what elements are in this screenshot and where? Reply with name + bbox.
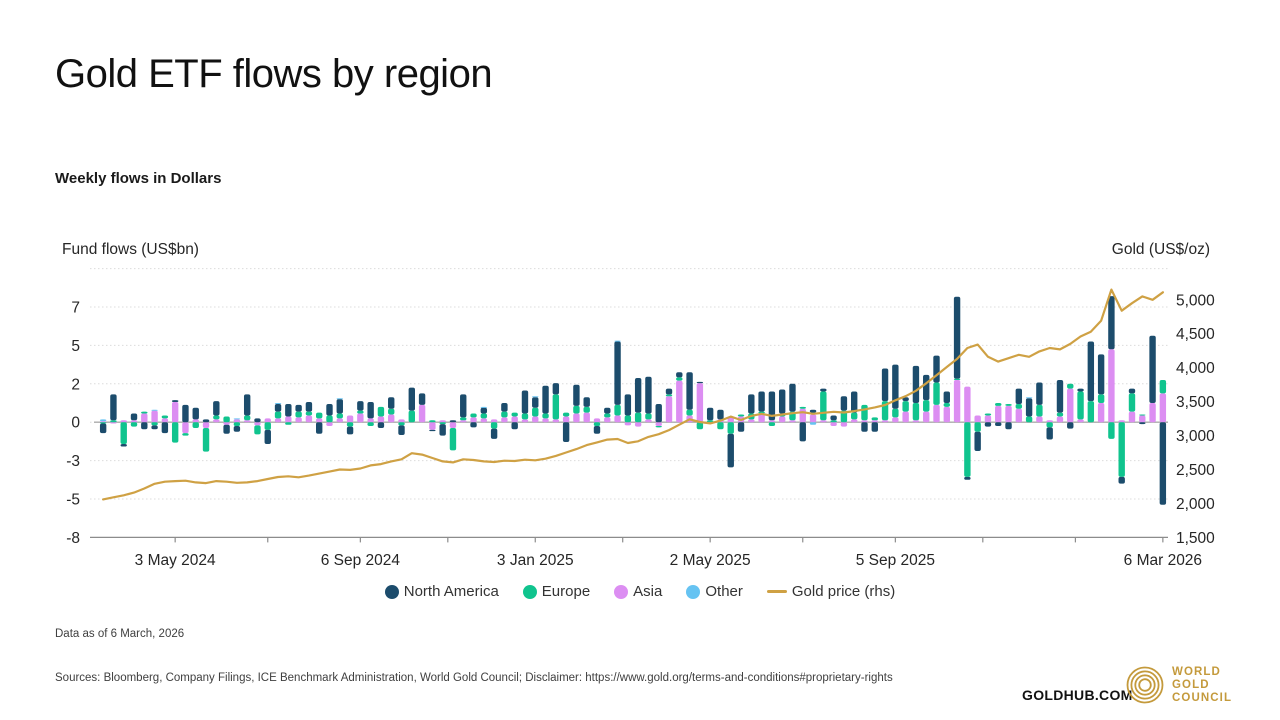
wgc-wordmark: WORLD GOLD COUNCIL [1172, 666, 1232, 705]
chart-subtitle: Weekly flows in Dollars [55, 170, 222, 187]
legend-label: Europe [541, 583, 591, 600]
svg-text:5: 5 [71, 338, 80, 355]
page-title: Gold ETF flows by region [55, 52, 493, 96]
world-gold-council-logo: WORLD GOLD COUNCIL [1125, 663, 1232, 707]
legend-item-north-america: North America [384, 583, 499, 600]
svg-text:Gold (US$/oz): Gold (US$/oz) [1112, 241, 1210, 258]
svg-text:6 Sep 2024: 6 Sep 2024 [321, 552, 401, 569]
svg-text:5,000: 5,000 [1176, 292, 1215, 309]
legend-label: Other [705, 583, 743, 600]
svg-text:3,500: 3,500 [1176, 394, 1215, 411]
chart-legend: North America Europe Asia Other Gold price (… [0, 583, 1280, 600]
svg-text:6 Mar 2026: 6 Mar 2026 [1124, 552, 1202, 569]
wgc-word-gold: GOLD [1172, 678, 1210, 691]
svg-text:5 Sep 2025: 5 Sep 2025 [856, 552, 935, 569]
svg-text:7: 7 [71, 300, 80, 317]
svg-text:Fund flows (US$bn): Fund flows (US$bn) [62, 241, 199, 258]
svg-text:3 Jan 2025: 3 Jan 2025 [497, 552, 574, 569]
svg-text:3 May 2024: 3 May 2024 [135, 552, 216, 569]
legend-dot-icon [384, 584, 399, 599]
svg-text:4,500: 4,500 [1176, 326, 1215, 343]
legend-dot-icon [614, 584, 629, 599]
legend-item-gold-price-rhs-: Gold price (rhs) [766, 583, 896, 600]
svg-text:-5: -5 [66, 492, 80, 509]
svg-text:2,500: 2,500 [1176, 462, 1215, 479]
svg-text:-3: -3 [66, 453, 80, 470]
legend-label: Asia [633, 583, 663, 600]
wgc-word-council: COUNCIL [1172, 691, 1233, 704]
goldhub-wordmark: GOLDHUB.COM [1022, 687, 1133, 703]
svg-text:2,000: 2,000 [1176, 496, 1215, 513]
data-as-of-note: Data as of 6 March, 2026 [55, 628, 185, 640]
legend-dot-icon [522, 584, 537, 599]
legend-dot-icon [686, 584, 701, 599]
legend-item-europe: Europe [522, 583, 591, 600]
sources-disclaimer: Sources: Bloomberg, Company Filings, ICE… [55, 672, 893, 684]
svg-text:4,000: 4,000 [1176, 360, 1215, 377]
svg-text:3,000: 3,000 [1176, 428, 1215, 445]
legend-item-asia: Asia [614, 583, 662, 600]
legend-line-swatch-icon [766, 590, 787, 593]
svg-text:-8: -8 [66, 530, 80, 547]
svg-text:0: 0 [71, 415, 80, 432]
wgc-rings-icon [1126, 666, 1164, 704]
svg-text:1,500: 1,500 [1176, 530, 1215, 547]
svg-text:2 May 2025: 2 May 2025 [670, 552, 751, 569]
legend-item-other: Other [686, 583, 743, 600]
svg-text:2: 2 [71, 376, 80, 393]
wgc-word-world: WORLD [1172, 665, 1221, 678]
legend-label: North America [403, 583, 499, 600]
legend-label: Gold price (rhs) [791, 583, 896, 600]
